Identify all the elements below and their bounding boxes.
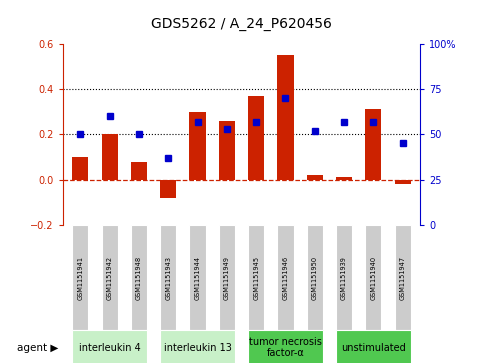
Text: GSM1151945: GSM1151945 (253, 256, 259, 300)
Text: GSM1151949: GSM1151949 (224, 256, 230, 300)
Bar (277, 55, 294, 180)
Bar (336, 225, 352, 330)
Text: GSM1151944: GSM1151944 (195, 256, 200, 300)
Bar (160, 225, 176, 330)
Bar (336, 178, 352, 180)
Text: GSM1151948: GSM1151948 (136, 256, 142, 300)
Bar (307, 225, 323, 330)
Bar (131, 162, 147, 180)
Bar (336, 330, 411, 363)
Bar (248, 96, 264, 180)
Text: GSM1151941: GSM1151941 (77, 256, 84, 300)
Bar (277, 225, 294, 330)
Bar (189, 112, 206, 180)
Text: interleukin 4: interleukin 4 (79, 343, 141, 352)
Bar (219, 121, 235, 180)
Text: GSM1151943: GSM1151943 (165, 256, 171, 300)
Bar (72, 225, 88, 330)
Bar (160, 180, 176, 198)
Bar (395, 180, 411, 184)
Text: unstimulated: unstimulated (341, 343, 406, 352)
Text: GSM1151939: GSM1151939 (341, 256, 347, 299)
Bar (160, 330, 235, 363)
Bar (189, 225, 206, 330)
Text: interleukin 13: interleukin 13 (164, 343, 231, 352)
Text: GSM1151940: GSM1151940 (370, 256, 376, 300)
Bar (365, 109, 382, 180)
Text: GSM1151942: GSM1151942 (107, 256, 113, 300)
Text: GSM1151950: GSM1151950 (312, 256, 318, 300)
Bar (395, 225, 411, 330)
Bar (307, 175, 323, 180)
Bar (101, 225, 118, 330)
Bar (131, 225, 147, 330)
Text: GSM1151946: GSM1151946 (283, 256, 288, 300)
Bar (365, 225, 382, 330)
Text: agent ▶: agent ▶ (16, 343, 58, 352)
Bar (101, 134, 118, 180)
Bar (72, 157, 88, 180)
Text: GDS5262 / A_24_P620456: GDS5262 / A_24_P620456 (151, 17, 332, 31)
Bar (248, 330, 323, 363)
Bar (219, 225, 235, 330)
Text: tumor necrosis
factor-α: tumor necrosis factor-α (249, 337, 322, 358)
Bar (248, 225, 264, 330)
Text: GSM1151947: GSM1151947 (399, 256, 406, 300)
Bar (72, 330, 147, 363)
